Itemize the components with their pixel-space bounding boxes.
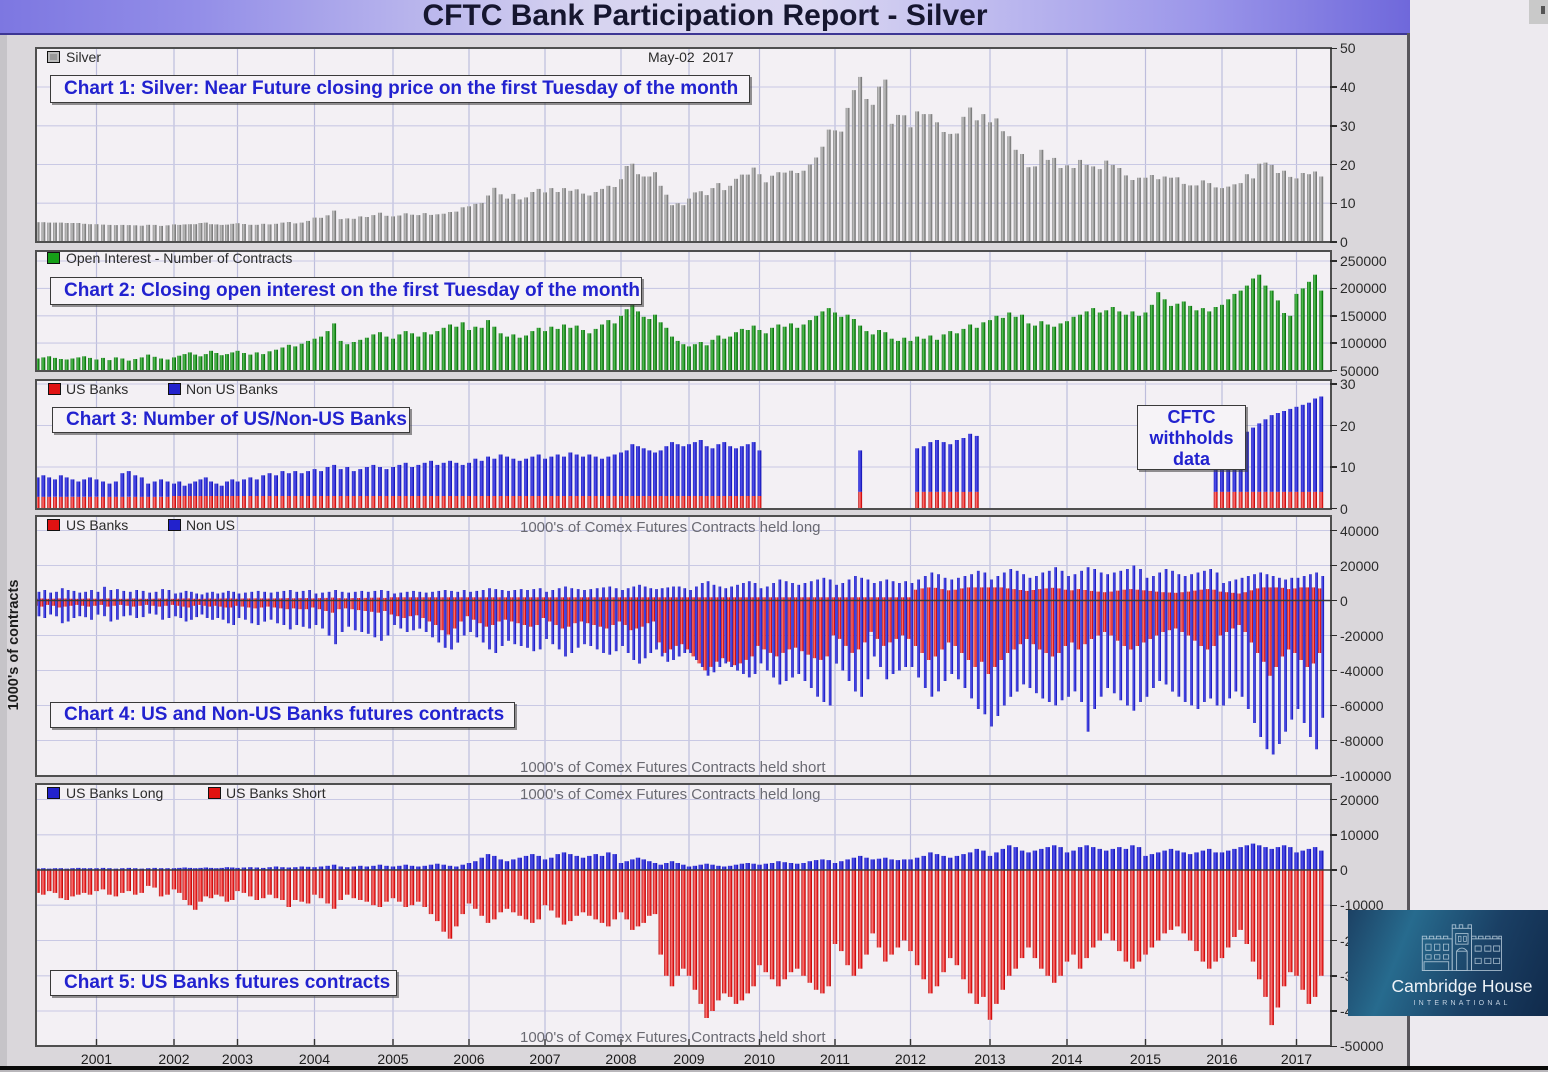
svg-text:INTERNATIONAL: INTERNATIONAL (1413, 1000, 1510, 1007)
svg-text:Cambridge House: Cambridge House (1391, 976, 1532, 996)
